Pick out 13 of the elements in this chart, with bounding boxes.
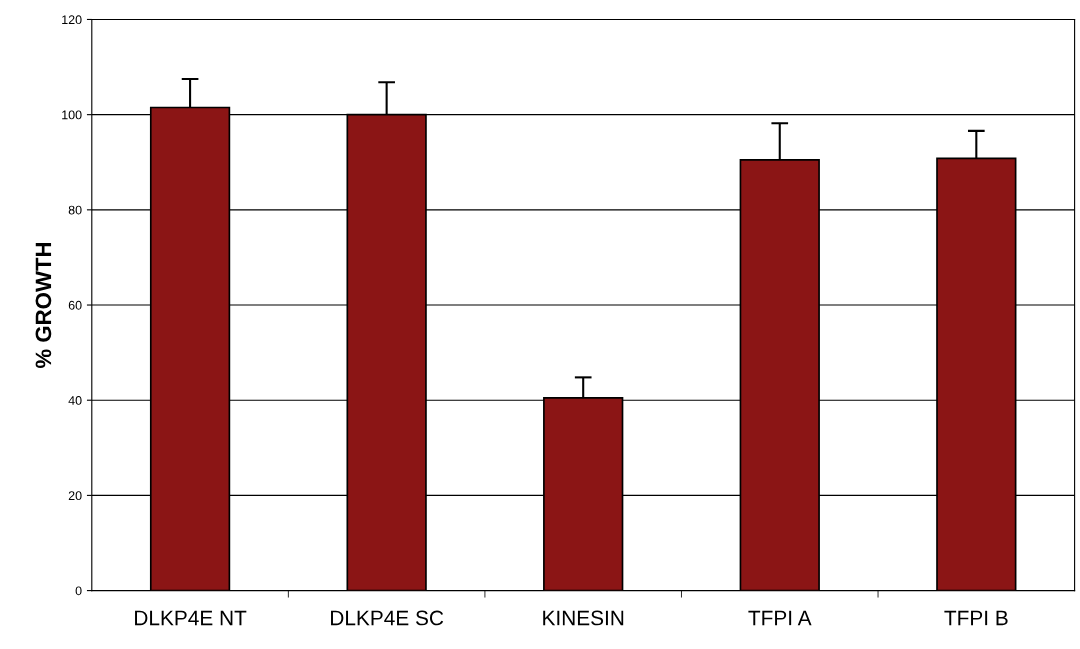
x-tick-label: KINESIN [543, 610, 624, 626]
x-tick-label: DLKP4E SC [331, 610, 444, 626]
x-tick-label: TFPI A [748, 610, 812, 626]
y-axis-title: % GROWTH [35, 242, 52, 369]
x-tick-label: TFPI B [944, 610, 1008, 626]
y-tick-label: 0 [75, 586, 82, 596]
y-tick-label: 80 [68, 205, 82, 215]
y-tick-label: 40 [68, 396, 82, 405]
y-tick-label: 120 [62, 15, 82, 25]
y-tick-label: 100 [62, 110, 82, 120]
y-tick-label: 60 [68, 300, 82, 310]
x-tick-label: DLKP4E NT [135, 610, 247, 626]
y-tick-label: 20 [68, 491, 82, 501]
